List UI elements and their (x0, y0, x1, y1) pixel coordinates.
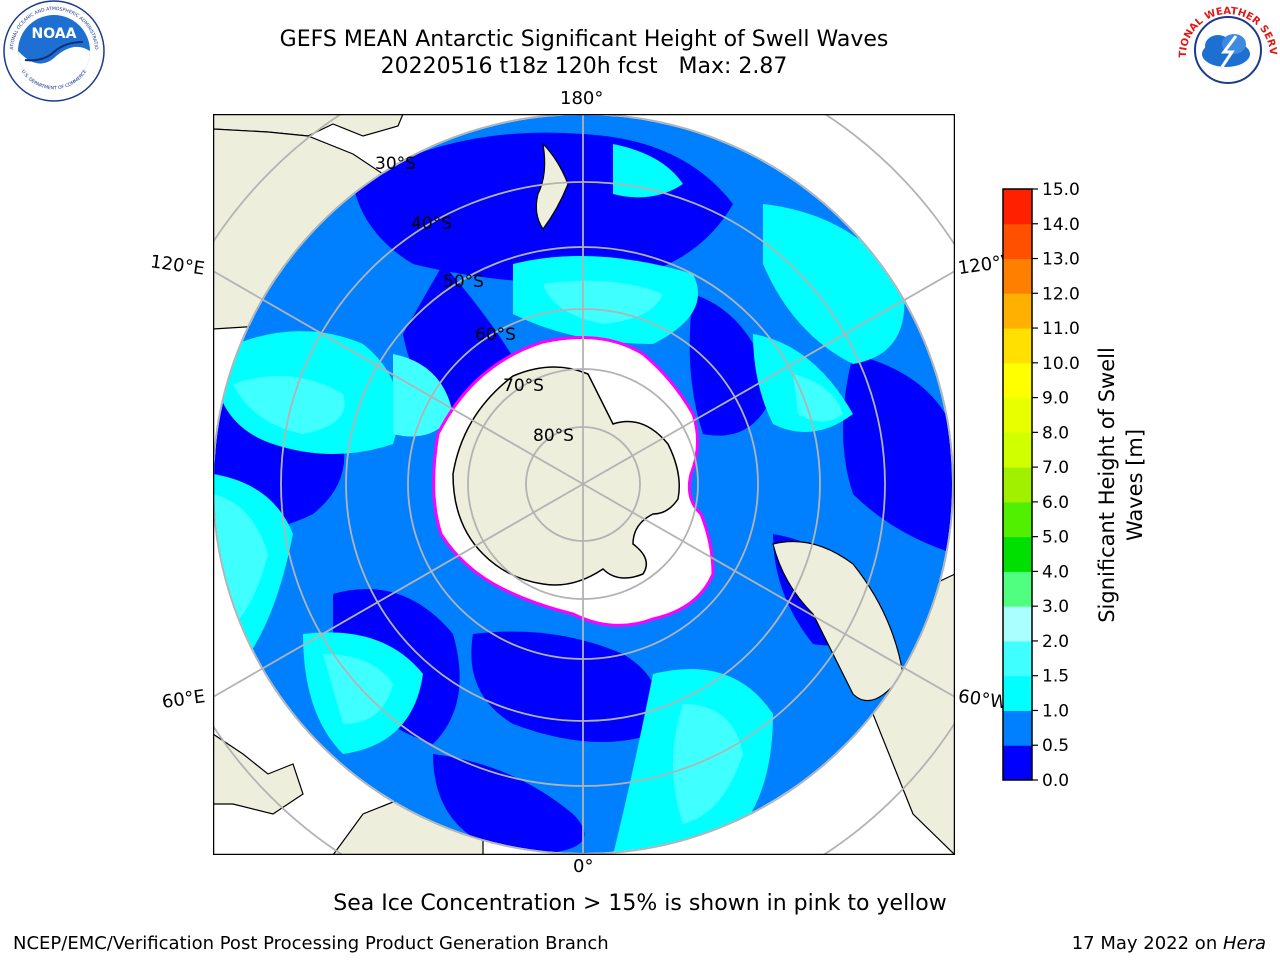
lat-label-40s: 40°S (411, 214, 452, 234)
colorbar-segment (1003, 745, 1032, 781)
colorbar-tick-label: 2.0 (1042, 632, 1069, 652)
colorbar-segment (1003, 293, 1032, 329)
colorbar-tick-label: 13.0 (1042, 250, 1080, 270)
colorbar-tick-label: 7.0 (1042, 458, 1069, 478)
chart-subtitle: 20220516 t18z 120h fcst Max: 2.87 (380, 54, 788, 79)
colorbar-segment (1003, 467, 1032, 503)
colorbar-segment (1003, 501, 1032, 538)
colorbar-tick-label: 5.0 (1042, 528, 1069, 548)
lat-label-80s: 80°S (533, 426, 574, 446)
colorbar-tick-label: 1.0 (1042, 701, 1069, 721)
lat-label-50s: 50°S (443, 272, 484, 292)
colorbar-segment (1003, 258, 1032, 294)
sea-ice-footnote: Sea Ice Concentration > 15% is shown in … (333, 891, 947, 916)
colorbar-tick-label: 10.0 (1042, 354, 1080, 374)
colorbar-tick-label: 0.5 (1042, 736, 1069, 756)
lat-label-60s: 60°S (475, 325, 516, 345)
colorbar-segment (1003, 536, 1032, 572)
colorbar: 0.0 0.5 1.0 1.5 2.0 3.0 4.0 5.0 6.0 7.0 8.0 9.0 10.0… (1002, 180, 1147, 791)
chart-title: GEFS MEAN Antarctic Significant Height o… (279, 27, 889, 52)
colorbar-tick-label: 4.0 (1042, 562, 1069, 582)
colorbar-segment (1003, 432, 1032, 468)
colorbar-label-line2: Waves [m] (1123, 429, 1147, 541)
colorbar-tick-label: 9.0 (1042, 389, 1069, 409)
colorbar-segments (1003, 189, 1032, 781)
colorbar-segment (1003, 223, 1032, 260)
noaa-logo: NOAA NATIONAL OCEANIC AND ATMOSPHERIC AD… (3, 0, 105, 102)
polar-map: 30°S 40°S 50°S 60°S 70°S 80°S (213, 114, 955, 855)
colorbar-segment (1003, 675, 1032, 711)
date-value: 17 May 2022 on (1071, 933, 1223, 954)
latitude-labels: 30°S 40°S 50°S 60°S 70°S 80°S (375, 154, 574, 446)
lon-label-0: 0° (573, 856, 594, 877)
lon-label-120e: 120°E (148, 251, 206, 280)
colorbar-segment (1003, 571, 1032, 607)
colorbar-segment (1003, 606, 1032, 642)
lat-label-30s: 30°S (375, 154, 416, 174)
date-text: 17 May 2022 on Hera (1072, 933, 1266, 954)
colorbar-frame (1002, 188, 1033, 781)
nws-logo: NATIONAL WEATHER SERVICE (1176, 0, 1278, 98)
colorbar-tick-label: 15.0 (1042, 180, 1080, 200)
colorbar-segment (1003, 189, 1032, 225)
lon-label-180: 180° (560, 88, 604, 109)
colorbar-segment (1003, 328, 1032, 364)
colorbar-label-line1: Significant Height of Swell (1095, 347, 1119, 623)
colorbar-segment (1003, 397, 1032, 433)
lon-label-60e: 60°E (160, 686, 207, 713)
noaa-logo-text: NOAA (32, 26, 77, 42)
lat-label-70s: 70°S (503, 376, 544, 396)
colorbar-segment (1003, 362, 1032, 399)
host-name: Hera (1222, 933, 1266, 954)
credit-text: NCEP/EMC/Verification Post Processing Pr… (13, 933, 609, 954)
colorbar-tick-label: 8.0 (1042, 423, 1069, 443)
colorbar-tick-label: 0.0 (1042, 771, 1069, 791)
colorbar-segment (1003, 640, 1032, 677)
colorbar-ticks: 0.0 0.5 1.0 1.5 2.0 3.0 4.0 5.0 6.0 7.0 8.0 9.0 10.0… (1032, 180, 1080, 791)
colorbar-tick-label: 6.0 (1042, 493, 1069, 513)
colorbar-tick-label: 12.0 (1042, 284, 1080, 304)
colorbar-tick-label: 1.5 (1042, 667, 1069, 687)
colorbar-segment (1003, 710, 1032, 746)
colorbar-tick-label: 14.0 (1042, 215, 1080, 235)
map-frame (213, 114, 955, 855)
colorbar-tick-label: 3.0 (1042, 597, 1069, 617)
colorbar-tick-label: 11.0 (1042, 319, 1080, 339)
